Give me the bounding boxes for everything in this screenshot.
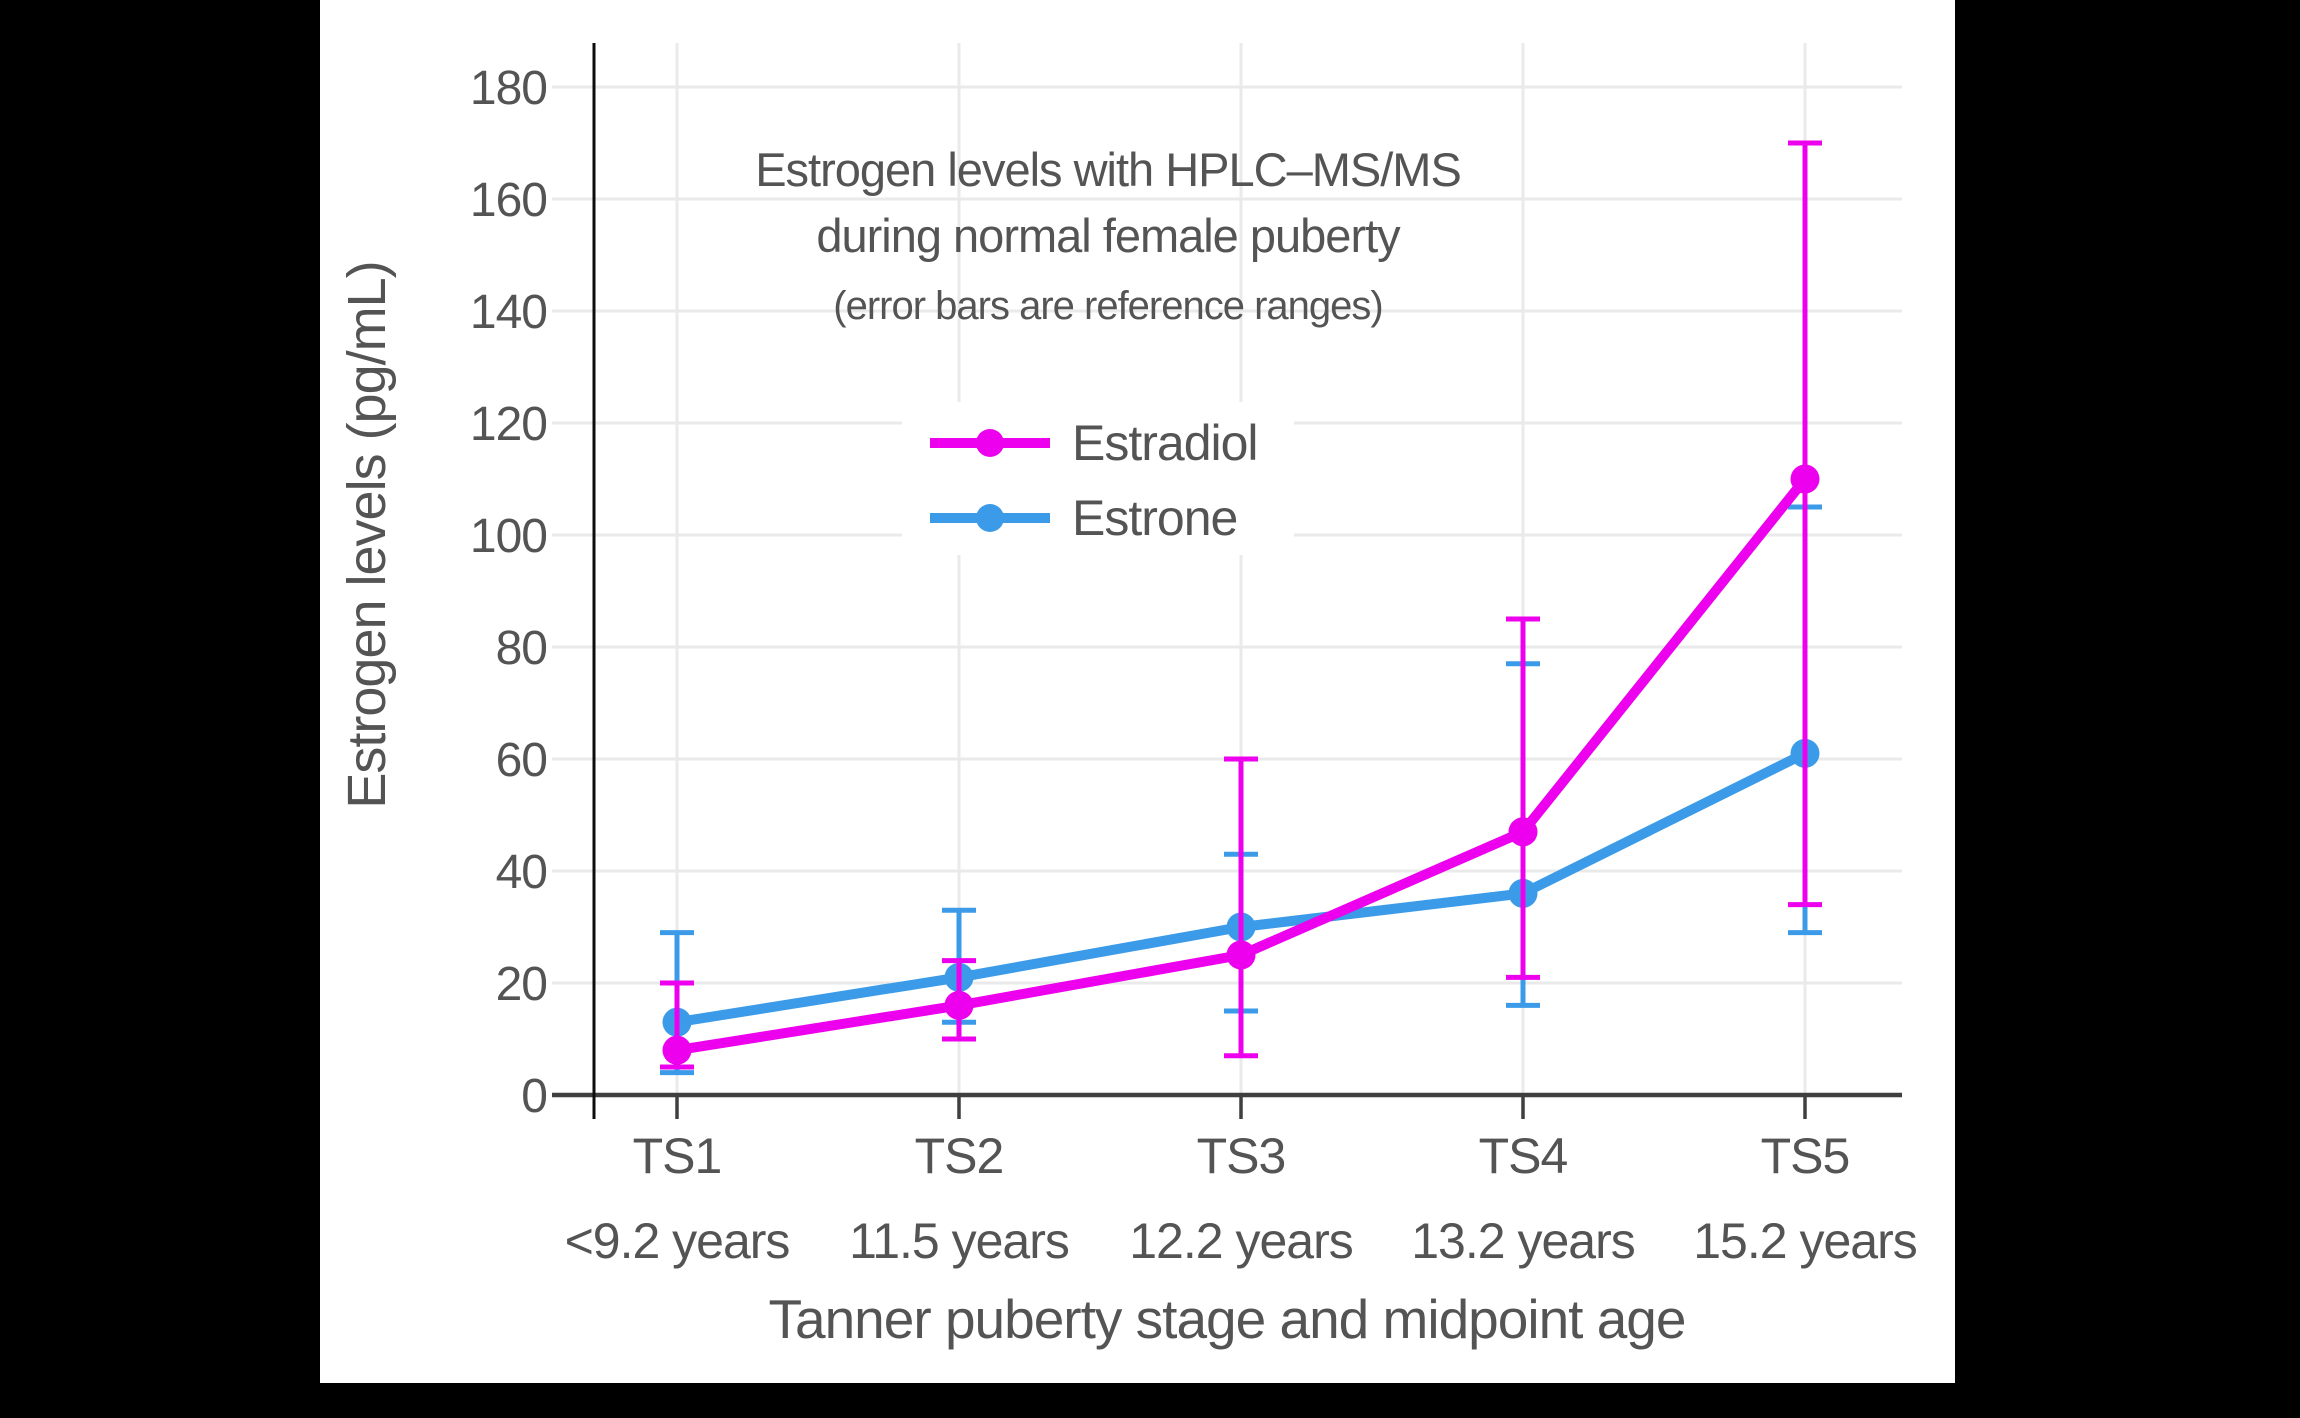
x-sublabel: 11.5 years — [849, 1213, 1069, 1269]
x-sublabels: <9.2 years 11.5 years 12.2 years 13.2 years… — [565, 1213, 1918, 1269]
y-tick-label: 160 — [470, 174, 547, 227]
data-point — [1226, 940, 1256, 970]
y-tick-label: 120 — [470, 398, 547, 451]
error-bar — [1506, 616, 1540, 980]
chart-title-line1: Estrogen levels with HPLC–MS/MS — [755, 143, 1461, 196]
data-point — [1790, 464, 1820, 494]
x-tick-label: TS4 — [1479, 1128, 1568, 1184]
chart-title-line2: during normal female puberty — [816, 209, 1401, 262]
y-tick-label: 20 — [496, 958, 547, 1011]
data-point — [944, 990, 974, 1020]
x-tick-label: TS5 — [1761, 1128, 1850, 1184]
error-bar — [1788, 140, 1822, 908]
chart-subtitle: (error bars are reference ranges) — [833, 284, 1382, 328]
x-tick-labels: TS1 TS2 TS3 TS4 TS5 — [633, 1128, 1851, 1184]
axes — [552, 43, 1902, 1119]
x-tick-label: TS1 — [633, 1128, 722, 1184]
legend-background — [902, 402, 1294, 555]
series-estradiol — [660, 140, 1822, 1070]
y-axis-title: Estrogen levels (pg/mL) — [337, 261, 397, 808]
y-tick-labels: 0 20 40 60 80 100 120 140 160 180 — [470, 62, 548, 1123]
x-tick-label: TS3 — [1197, 1128, 1286, 1184]
legend-item-estrone: Estrone — [930, 490, 1238, 546]
y-tick-label: 80 — [496, 622, 547, 675]
y-tick-label: 60 — [496, 734, 547, 787]
y-tick-label: 40 — [496, 846, 547, 899]
y-tick-label: 180 — [470, 62, 547, 115]
x-axis-title: Tanner puberty stage and midpoint age — [769, 1288, 1686, 1350]
y-tick-label: 100 — [470, 510, 547, 563]
data-point — [1508, 817, 1538, 847]
legend: Estradiol Estrone — [902, 402, 1294, 555]
error-bar — [1224, 756, 1258, 1059]
legend-label: Estradiol — [1072, 415, 1258, 471]
x-sublabel: 12.2 years — [1129, 1213, 1352, 1269]
x-sublabel: 15.2 years — [1693, 1213, 1916, 1269]
series-layer — [660, 140, 1822, 1076]
legend-marker — [976, 504, 1004, 532]
legend-marker — [976, 429, 1004, 457]
x-tick-label: TS2 — [915, 1128, 1004, 1184]
legend-items: Estradiol Estrone — [930, 415, 1259, 546]
legend-item-estradiol: Estradiol — [930, 415, 1259, 471]
y-tick-label: 140 — [470, 286, 547, 339]
plot-panel — [320, 0, 1955, 1383]
x-sublabel: <9.2 years — [565, 1213, 790, 1269]
data-point — [662, 1035, 692, 1065]
legend-label: Estrone — [1072, 490, 1237, 546]
y-tick-label: 0 — [521, 1070, 547, 1123]
x-sublabel: 13.2 years — [1411, 1213, 1634, 1269]
